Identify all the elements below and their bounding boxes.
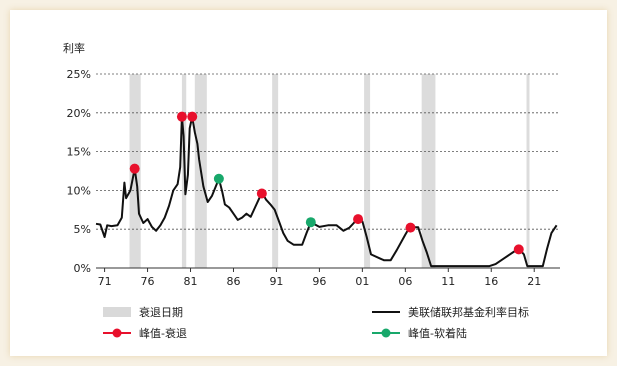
soft-landing-peak-marker [305,217,316,228]
fed-funds-rate-line [95,115,558,268]
recession-peak-marker [187,111,198,122]
legend-swatch-recession [103,307,131,317]
recession-band [364,74,371,268]
gridlines [96,73,560,230]
x-tick-label: 91 [269,275,283,288]
legend-label: 美联储联邦基金利率目标 [408,305,529,319]
y-tick-label: 10% [67,184,91,197]
series-lines [95,115,558,268]
y-axis-label: 利率 [63,41,85,55]
x-tick-label: 71 [98,275,112,288]
soft-landing-peak-marker [213,173,224,184]
x-tick-label: 16 [484,275,498,288]
x-tick-label: 76 [141,275,155,288]
y-tick-label: 0% [74,262,91,275]
axes: 0% 5% 10% 15% 20% 25% 71 76 81 86 91 96 01 06 11 16 21 [67,68,560,288]
recession-peak-marker [513,244,524,255]
recession-band [421,74,436,268]
x-tick-label: 01 [355,275,369,288]
x-tick-label: 06 [398,275,412,288]
recession-peak-marker [353,214,364,225]
y-tick-label: 25% [67,68,91,81]
legend-swatch-marker [112,328,122,338]
chart-frame [10,10,607,356]
x-tick-label: 11 [441,275,455,288]
peak-markers [129,111,524,255]
y-tick-label: 5% [74,223,91,236]
recession-band [526,74,530,268]
recession-band [272,74,279,268]
legend-label: 衰退日期 [139,305,183,319]
legend-label: 峰值-衰退 [139,326,187,340]
x-tick-label: 86 [226,275,240,288]
recession-peak-marker [176,111,187,122]
y-tick-label: 15% [67,146,91,159]
x-tick-label: 21 [527,275,541,288]
recession-peak-marker [405,222,416,233]
x-tick-label: 96 [312,275,326,288]
legend-swatch-marker [381,328,391,338]
x-tick-label: 81 [184,275,198,288]
legend-label: 峰值-软着陆 [408,326,467,340]
recession-peak-marker [256,188,267,199]
recession-bands [129,74,530,268]
y-tick-label: 20% [67,107,91,120]
recession-peak-marker [129,163,140,174]
